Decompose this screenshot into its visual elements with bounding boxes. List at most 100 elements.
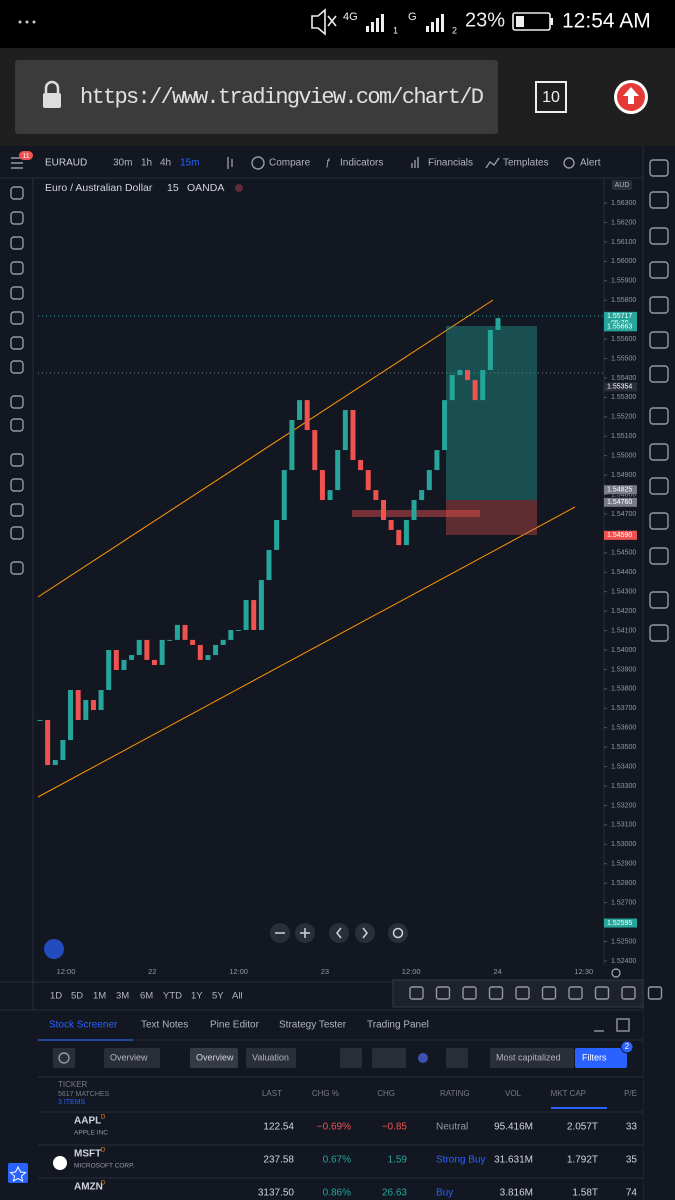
- range[interactable]: 5Y: [212, 991, 224, 1002]
- drawing-tool[interactable]: [541, 986, 557, 1000]
- drawing-tool[interactable]: [568, 986, 583, 1000]
- tool-icon[interactable]: [649, 296, 669, 314]
- tool-icon[interactable]: [649, 191, 669, 209]
- scroll-right[interactable]: [355, 923, 375, 943]
- y-tick-label: 1.53000: [611, 841, 636, 848]
- drawing-tool[interactable]: [435, 986, 451, 1000]
- export[interactable]: [340, 1048, 362, 1068]
- filters-button[interactable]: [575, 1048, 627, 1068]
- financials-icon: [411, 157, 419, 168]
- panel-tab[interactable]: Pine Editor: [210, 1020, 260, 1031]
- sort-select[interactable]: [490, 1048, 574, 1068]
- settings-icon[interactable]: [611, 968, 621, 978]
- tool-icon[interactable]: [649, 365, 669, 383]
- column-header[interactable]: CHG %: [312, 1089, 339, 1098]
- interval[interactable]: 4h: [160, 158, 171, 169]
- tool-icon[interactable]: [649, 591, 669, 609]
- refresh[interactable]: [53, 1048, 75, 1068]
- country[interactable]: [418, 1053, 428, 1063]
- tool-icon[interactable]: [10, 236, 24, 250]
- tool-icon[interactable]: [10, 503, 24, 517]
- cell: 3137.50: [258, 1188, 295, 1199]
- column-header[interactable]: P/E: [624, 1089, 637, 1098]
- ticker[interactable]: AMZN: [74, 1182, 103, 1193]
- drawing-tool[interactable]: [462, 986, 477, 1000]
- financials[interactable]: Financials: [428, 158, 473, 169]
- tool-icon[interactable]: [10, 286, 24, 300]
- url[interactable]: https://www.tradingview.com/chart/D: [80, 85, 484, 110]
- ticker[interactable]: MSFT: [74, 1149, 101, 1160]
- indicators[interactable]: Indicators: [340, 158, 383, 169]
- drawing-tool[interactable]: [515, 986, 530, 1000]
- interval[interactable]: 15m: [180, 158, 199, 169]
- candle: [68, 690, 74, 740]
- tool-icon[interactable]: [10, 478, 24, 492]
- tool-icon[interactable]: [10, 261, 24, 275]
- range[interactable]: All: [232, 991, 243, 1002]
- column-header[interactable]: CHG: [377, 1089, 395, 1098]
- drawing-tool[interactable]: [488, 986, 504, 1000]
- range[interactable]: 3M: [116, 991, 129, 1002]
- tabs-button[interactable]: [535, 81, 567, 113]
- watchlist-button[interactable]: [8, 1163, 28, 1183]
- column-header[interactable]: MKT CAP: [551, 1089, 586, 1098]
- column-header[interactable]: RATING: [440, 1089, 470, 1098]
- column-header[interactable]: LAST: [262, 1089, 282, 1098]
- tool-icon[interactable]: [10, 186, 24, 200]
- range[interactable]: 5D: [71, 991, 83, 1002]
- tab-valuation[interactable]: [246, 1048, 296, 1068]
- tool-icon[interactable]: [10, 311, 24, 325]
- interval[interactable]: 30m: [113, 158, 132, 169]
- compare[interactable]: Compare: [269, 158, 311, 169]
- tool-icon[interactable]: [649, 407, 669, 425]
- tool-icon[interactable]: [649, 159, 669, 177]
- filter-count: 2: [625, 1042, 630, 1051]
- tool-icon[interactable]: [649, 512, 669, 530]
- maximize[interactable]: [616, 1018, 630, 1032]
- drawing-tool[interactable]: [621, 986, 636, 1000]
- reset[interactable]: [388, 923, 408, 943]
- tool-icon[interactable]: [10, 360, 24, 374]
- tool-icon[interactable]: [10, 418, 24, 432]
- chart-type-icon[interactable]: [227, 157, 233, 169]
- candle: [182, 624, 188, 640]
- tool-icon[interactable]: [649, 477, 669, 495]
- drawing-tool[interactable]: [409, 986, 424, 1000]
- tool-icon[interactable]: [649, 261, 669, 279]
- panel-tab[interactable]: Text Notes: [141, 1020, 188, 1031]
- templates[interactable]: Templates: [503, 158, 549, 169]
- symbol[interactable]: EURAUD: [45, 158, 87, 169]
- tool-icon[interactable]: [649, 331, 669, 349]
- range[interactable]: 1Y: [191, 991, 203, 1002]
- range[interactable]: 1M: [93, 991, 106, 1002]
- tool-icon[interactable]: [649, 547, 669, 565]
- panel-tab[interactable]: Stock Screener: [49, 1020, 118, 1031]
- drawing-tool[interactable]: [594, 986, 610, 1000]
- tool-icon[interactable]: [10, 395, 24, 409]
- tool-icon[interactable]: [10, 211, 24, 225]
- url-box[interactable]: [15, 60, 498, 134]
- column-header[interactable]: VOL: [505, 1089, 522, 1098]
- range[interactable]: YTD: [163, 991, 182, 1002]
- tool-icon[interactable]: [10, 336, 24, 350]
- candle: [365, 470, 371, 491]
- tool-icon[interactable]: [649, 227, 669, 245]
- alerts[interactable]: [446, 1048, 468, 1068]
- panel-tab[interactable]: Trading Panel: [367, 1020, 429, 1031]
- interval-select[interactable]: [372, 1048, 406, 1068]
- interval[interactable]: 1h: [141, 158, 152, 169]
- tool-icon[interactable]: [10, 526, 24, 540]
- tool-icon[interactable]: [649, 624, 669, 642]
- range[interactable]: 6M: [140, 991, 153, 1002]
- tool-icon[interactable]: [649, 443, 669, 461]
- tool-icon[interactable]: [10, 561, 24, 575]
- scroll-left[interactable]: [329, 923, 349, 943]
- tool-icon[interactable]: [10, 453, 24, 467]
- alert[interactable]: Alert: [580, 158, 601, 169]
- panel-tab[interactable]: Strategy Tester: [279, 1020, 347, 1031]
- tab-overview[interactable]: [190, 1048, 238, 1068]
- view-select[interactable]: [104, 1048, 160, 1068]
- ticker[interactable]: AAPL: [74, 1116, 101, 1127]
- range[interactable]: 1D: [50, 991, 62, 1002]
- drawing-tool[interactable]: [647, 986, 663, 1000]
